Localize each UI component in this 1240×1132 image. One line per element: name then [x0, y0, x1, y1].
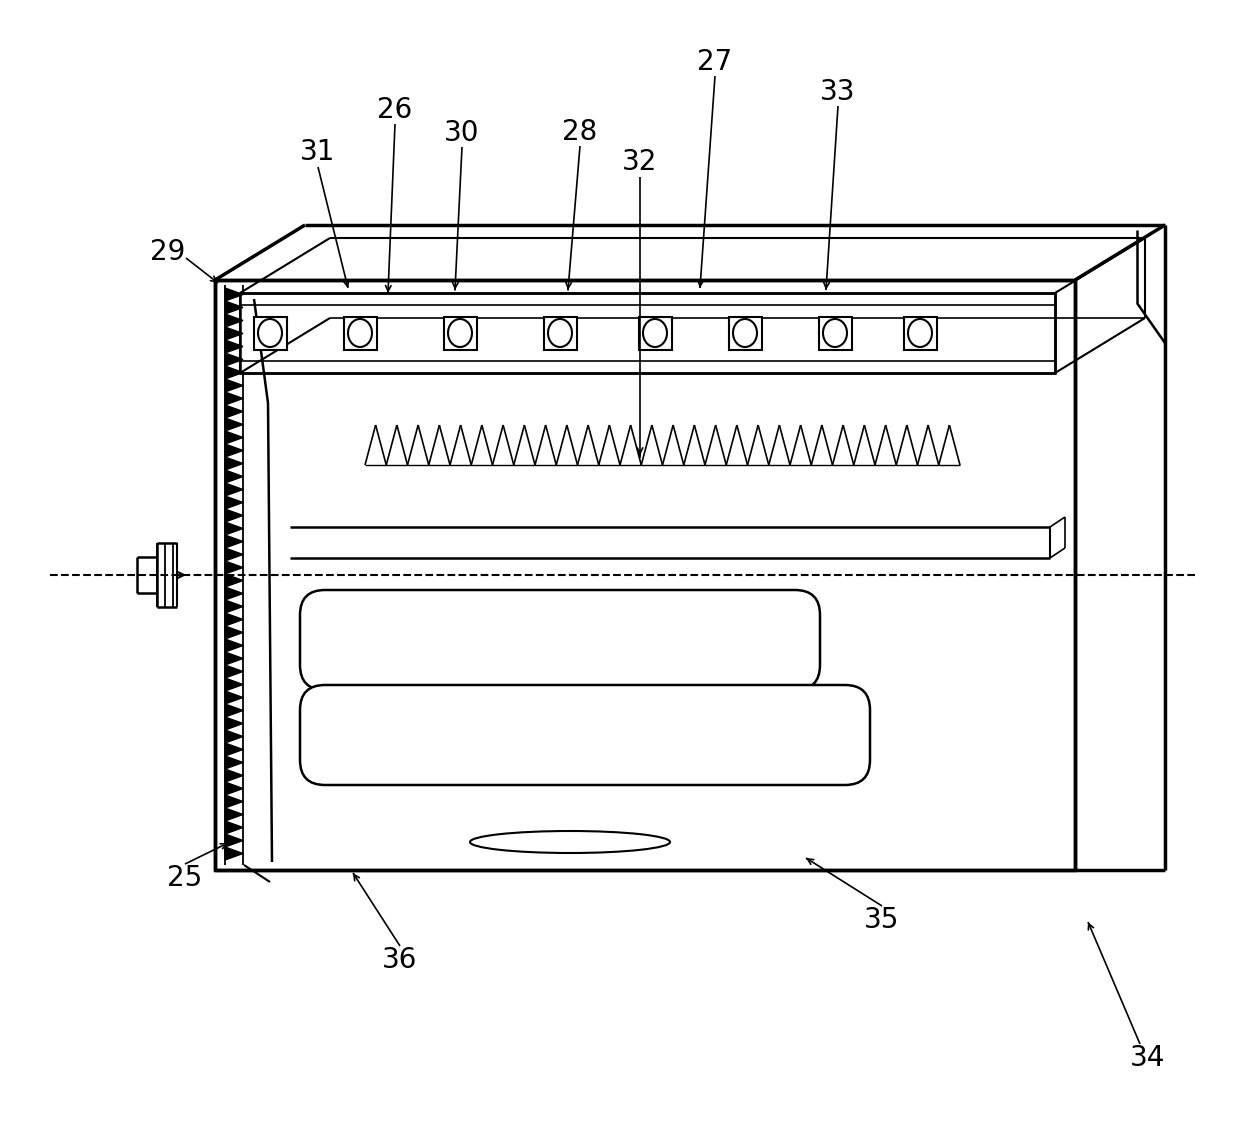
Polygon shape	[224, 664, 243, 678]
Polygon shape	[224, 535, 243, 548]
Polygon shape	[224, 678, 243, 691]
Polygon shape	[224, 301, 243, 314]
Text: 29: 29	[150, 238, 186, 266]
FancyBboxPatch shape	[300, 685, 870, 784]
Text: 28: 28	[563, 118, 598, 146]
Polygon shape	[224, 743, 243, 756]
FancyBboxPatch shape	[300, 590, 820, 691]
Polygon shape	[224, 574, 243, 588]
Polygon shape	[224, 392, 243, 405]
Text: 35: 35	[864, 906, 900, 934]
Polygon shape	[224, 509, 243, 522]
Ellipse shape	[644, 319, 667, 348]
Polygon shape	[224, 470, 243, 483]
Polygon shape	[224, 496, 243, 509]
Polygon shape	[224, 704, 243, 717]
Bar	[215, 280, 1075, 871]
Polygon shape	[224, 418, 243, 431]
Polygon shape	[224, 353, 243, 366]
Text: 31: 31	[300, 138, 336, 166]
Bar	[818, 317, 852, 350]
Polygon shape	[224, 821, 243, 834]
Bar	[343, 317, 377, 350]
Polygon shape	[224, 522, 243, 535]
Polygon shape	[224, 314, 243, 327]
Polygon shape	[224, 444, 243, 457]
Text: 33: 33	[820, 78, 856, 106]
Text: 34: 34	[1131, 1044, 1166, 1072]
Ellipse shape	[908, 319, 932, 348]
Text: 30: 30	[444, 119, 480, 147]
Polygon shape	[224, 548, 243, 561]
Polygon shape	[224, 614, 243, 626]
Polygon shape	[224, 288, 243, 301]
Polygon shape	[224, 600, 243, 614]
Polygon shape	[224, 652, 243, 664]
Polygon shape	[224, 834, 243, 847]
Polygon shape	[224, 457, 243, 470]
Polygon shape	[224, 717, 243, 730]
Polygon shape	[224, 561, 243, 574]
Polygon shape	[224, 808, 243, 821]
Ellipse shape	[733, 319, 756, 348]
Ellipse shape	[548, 319, 572, 348]
Bar	[904, 317, 937, 350]
Polygon shape	[224, 756, 243, 769]
Text: 27: 27	[697, 48, 733, 76]
Bar	[444, 317, 477, 350]
Text: 32: 32	[622, 148, 657, 175]
Polygon shape	[224, 847, 243, 860]
Polygon shape	[224, 431, 243, 444]
Bar	[544, 317, 577, 350]
Polygon shape	[224, 626, 243, 638]
Polygon shape	[224, 340, 243, 353]
Polygon shape	[224, 730, 243, 743]
Bar	[241, 293, 1055, 374]
Polygon shape	[224, 327, 243, 340]
Polygon shape	[224, 782, 243, 795]
Text: 26: 26	[377, 96, 413, 125]
Polygon shape	[224, 366, 243, 379]
Polygon shape	[224, 379, 243, 392]
Bar	[729, 317, 763, 350]
Ellipse shape	[470, 831, 670, 854]
Polygon shape	[224, 483, 243, 496]
Ellipse shape	[258, 319, 281, 348]
Bar	[639, 317, 672, 350]
Ellipse shape	[448, 319, 472, 348]
Polygon shape	[224, 638, 243, 652]
Polygon shape	[224, 795, 243, 808]
Text: 36: 36	[382, 946, 418, 974]
Polygon shape	[224, 588, 243, 600]
Polygon shape	[224, 405, 243, 418]
Ellipse shape	[823, 319, 847, 348]
Text: 25: 25	[167, 864, 202, 892]
Ellipse shape	[348, 319, 372, 348]
Bar	[254, 317, 286, 350]
Polygon shape	[224, 691, 243, 704]
Polygon shape	[224, 769, 243, 782]
